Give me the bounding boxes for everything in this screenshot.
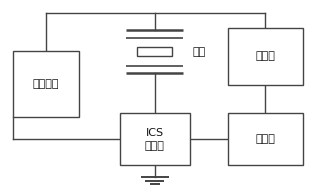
- Text: 试样: 试样: [193, 47, 206, 57]
- Text: 示波器: 示波器: [256, 134, 275, 144]
- Bar: [137, 47, 172, 56]
- Bar: [120, 113, 190, 165]
- Bar: [228, 28, 303, 85]
- Bar: [13, 51, 79, 117]
- Bar: [228, 113, 303, 165]
- Text: 计算机: 计算机: [256, 51, 275, 61]
- Text: 脉冲电源: 脉冲电源: [33, 79, 59, 89]
- Text: ICS
传感器: ICS 传感器: [145, 127, 165, 151]
